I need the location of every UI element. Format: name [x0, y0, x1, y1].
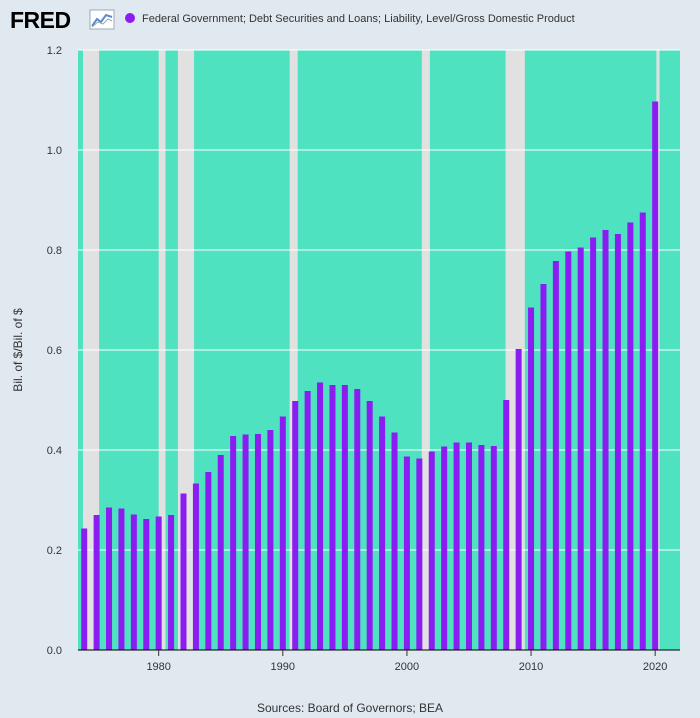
- y-axis-ticks: 0.0 0.2 0.4 0.6 0.8 1.0 1.2: [47, 45, 62, 657]
- logo-chart-icon: [89, 9, 115, 30]
- bar: [168, 515, 175, 650]
- x-tick-label: 2010: [519, 661, 543, 673]
- bar: [515, 349, 522, 650]
- bar: [428, 451, 435, 650]
- bar: [279, 416, 286, 650]
- y-tick-label: 0.8: [47, 245, 62, 257]
- bar: [639, 212, 646, 650]
- fred-logo-text: FRED: [10, 7, 71, 33]
- x-tick-label: 1980: [146, 661, 170, 673]
- bar: [329, 385, 336, 650]
- y-tick-label: 1.0: [47, 145, 62, 157]
- bar: [366, 401, 373, 650]
- x-tick-label: 1990: [271, 661, 295, 673]
- bar: [180, 493, 187, 650]
- bar: [465, 442, 472, 650]
- legend: Federal Government; Debt Securities and …: [125, 13, 575, 25]
- bar: [528, 307, 535, 650]
- bar: [652, 101, 659, 650]
- bar: [478, 445, 485, 650]
- bar: [341, 385, 348, 650]
- bar: [416, 458, 423, 650]
- bar: [453, 442, 460, 650]
- bar: [93, 515, 100, 650]
- bar: [192, 483, 199, 650]
- y-tick-label: 0.2: [47, 545, 62, 557]
- bar: [143, 519, 150, 650]
- bar: [254, 434, 261, 650]
- y-tick-label: 0.4: [47, 445, 62, 457]
- y-axis-label: Bil. of $/Bil. of $: [11, 308, 25, 392]
- y-tick-label: 1.2: [47, 45, 62, 57]
- bar: [540, 284, 547, 650]
- bar: [317, 382, 324, 650]
- bar: [230, 436, 237, 650]
- bar: [81, 528, 88, 650]
- bar: [577, 247, 584, 650]
- bar: [490, 446, 497, 650]
- bar: [403, 456, 410, 650]
- bar: [379, 416, 386, 650]
- x-tick-label: 2000: [395, 661, 419, 673]
- bar: [503, 400, 510, 650]
- bar: [292, 401, 299, 650]
- bar: [217, 455, 224, 650]
- bar: [391, 432, 398, 650]
- bar: [602, 230, 609, 650]
- bar: [205, 472, 212, 650]
- bar-series: [81, 101, 659, 650]
- source-note: Sources: Board of Governors; BEA: [257, 701, 443, 715]
- bar: [552, 261, 559, 650]
- y-tick-label: 0.6: [47, 345, 62, 357]
- bar: [565, 251, 572, 650]
- bar: [267, 430, 274, 650]
- bar: [627, 222, 634, 650]
- bar: [242, 434, 249, 650]
- x-axis-ticks: 1980 1990 2000 2010 2020: [146, 650, 667, 673]
- bar: [441, 446, 448, 650]
- bar: [118, 508, 125, 650]
- legend-label: Federal Government; Debt Securities and …: [142, 13, 575, 25]
- x-tick-label: 2020: [643, 661, 667, 673]
- bar: [590, 237, 597, 650]
- bar: [614, 234, 621, 650]
- fred-logo[interactable]: FRED: [10, 7, 115, 33]
- bar: [155, 516, 162, 650]
- bar: [354, 389, 361, 650]
- bar: [106, 507, 113, 650]
- bar: [304, 391, 311, 650]
- bar: [130, 514, 137, 650]
- legend-marker: [125, 13, 135, 23]
- y-tick-label: 0.0: [47, 645, 62, 657]
